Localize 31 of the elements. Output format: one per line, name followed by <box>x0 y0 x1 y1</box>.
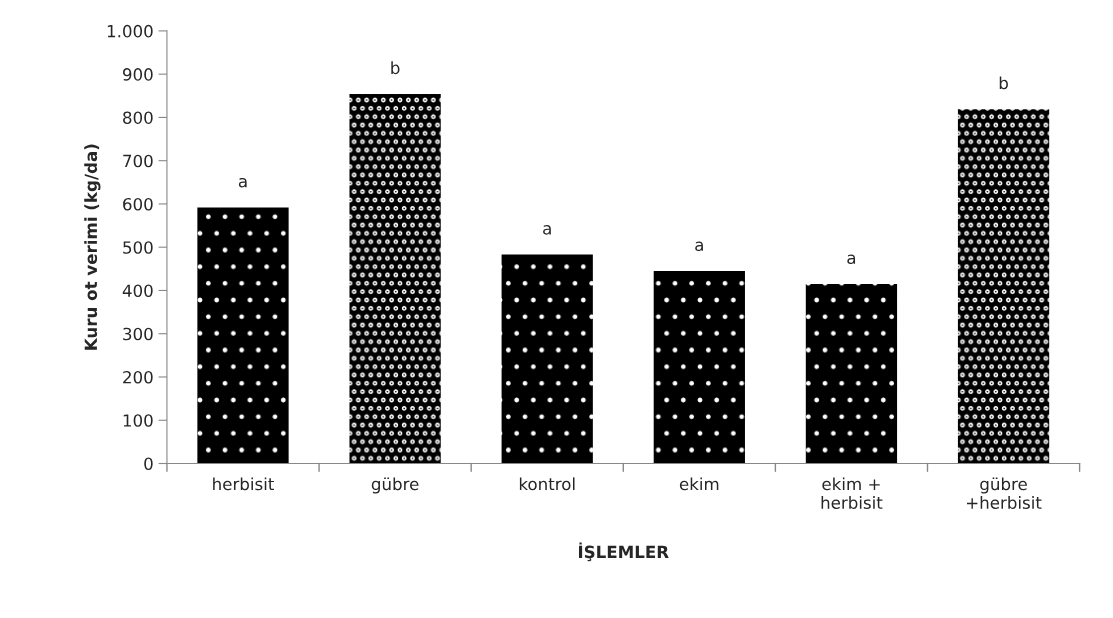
annotation: a <box>238 177 247 188</box>
annotation: a <box>695 241 703 252</box>
y-tick-label: 600 <box>123 197 153 211</box>
x-tick-label: ekim <box>679 477 719 491</box>
y-tick-label: 200 <box>123 370 153 384</box>
bar <box>957 109 1050 464</box>
bar <box>805 283 898 464</box>
y-tick-label: 400 <box>122 284 153 298</box>
y-tick-label: 700 <box>123 154 153 168</box>
x-axis-title: İŞLEMLER <box>578 542 669 562</box>
y-tick-label: 0 <box>144 457 153 471</box>
annotation: b <box>391 61 400 75</box>
x-tick-label: kontrol <box>519 477 575 491</box>
bar <box>197 207 289 464</box>
annotation: a <box>847 254 856 265</box>
y-tick-label: 800 <box>123 111 153 124</box>
x-tick-label: herbisit <box>213 477 274 491</box>
annotation: a <box>543 225 551 235</box>
y-axis-title: Kuru ot verimi (kg/da) <box>84 144 101 350</box>
bar <box>501 254 593 464</box>
bar <box>653 270 745 464</box>
y-tick-label: 500 <box>123 241 153 254</box>
y-tick-label: 100 <box>123 414 153 427</box>
x-tick-label: gübre <box>371 477 419 494</box>
y-tick-label: 900 <box>122 68 153 81</box>
bar <box>349 94 441 464</box>
y-tick-label: 1.000 <box>107 24 153 38</box>
x-tick-label: gübre +herbisit <box>966 477 1042 509</box>
x-tick-label: ekim + herbisit <box>821 477 883 509</box>
annotation: b <box>999 76 1008 90</box>
y-tick-label: 300 <box>123 327 153 341</box>
